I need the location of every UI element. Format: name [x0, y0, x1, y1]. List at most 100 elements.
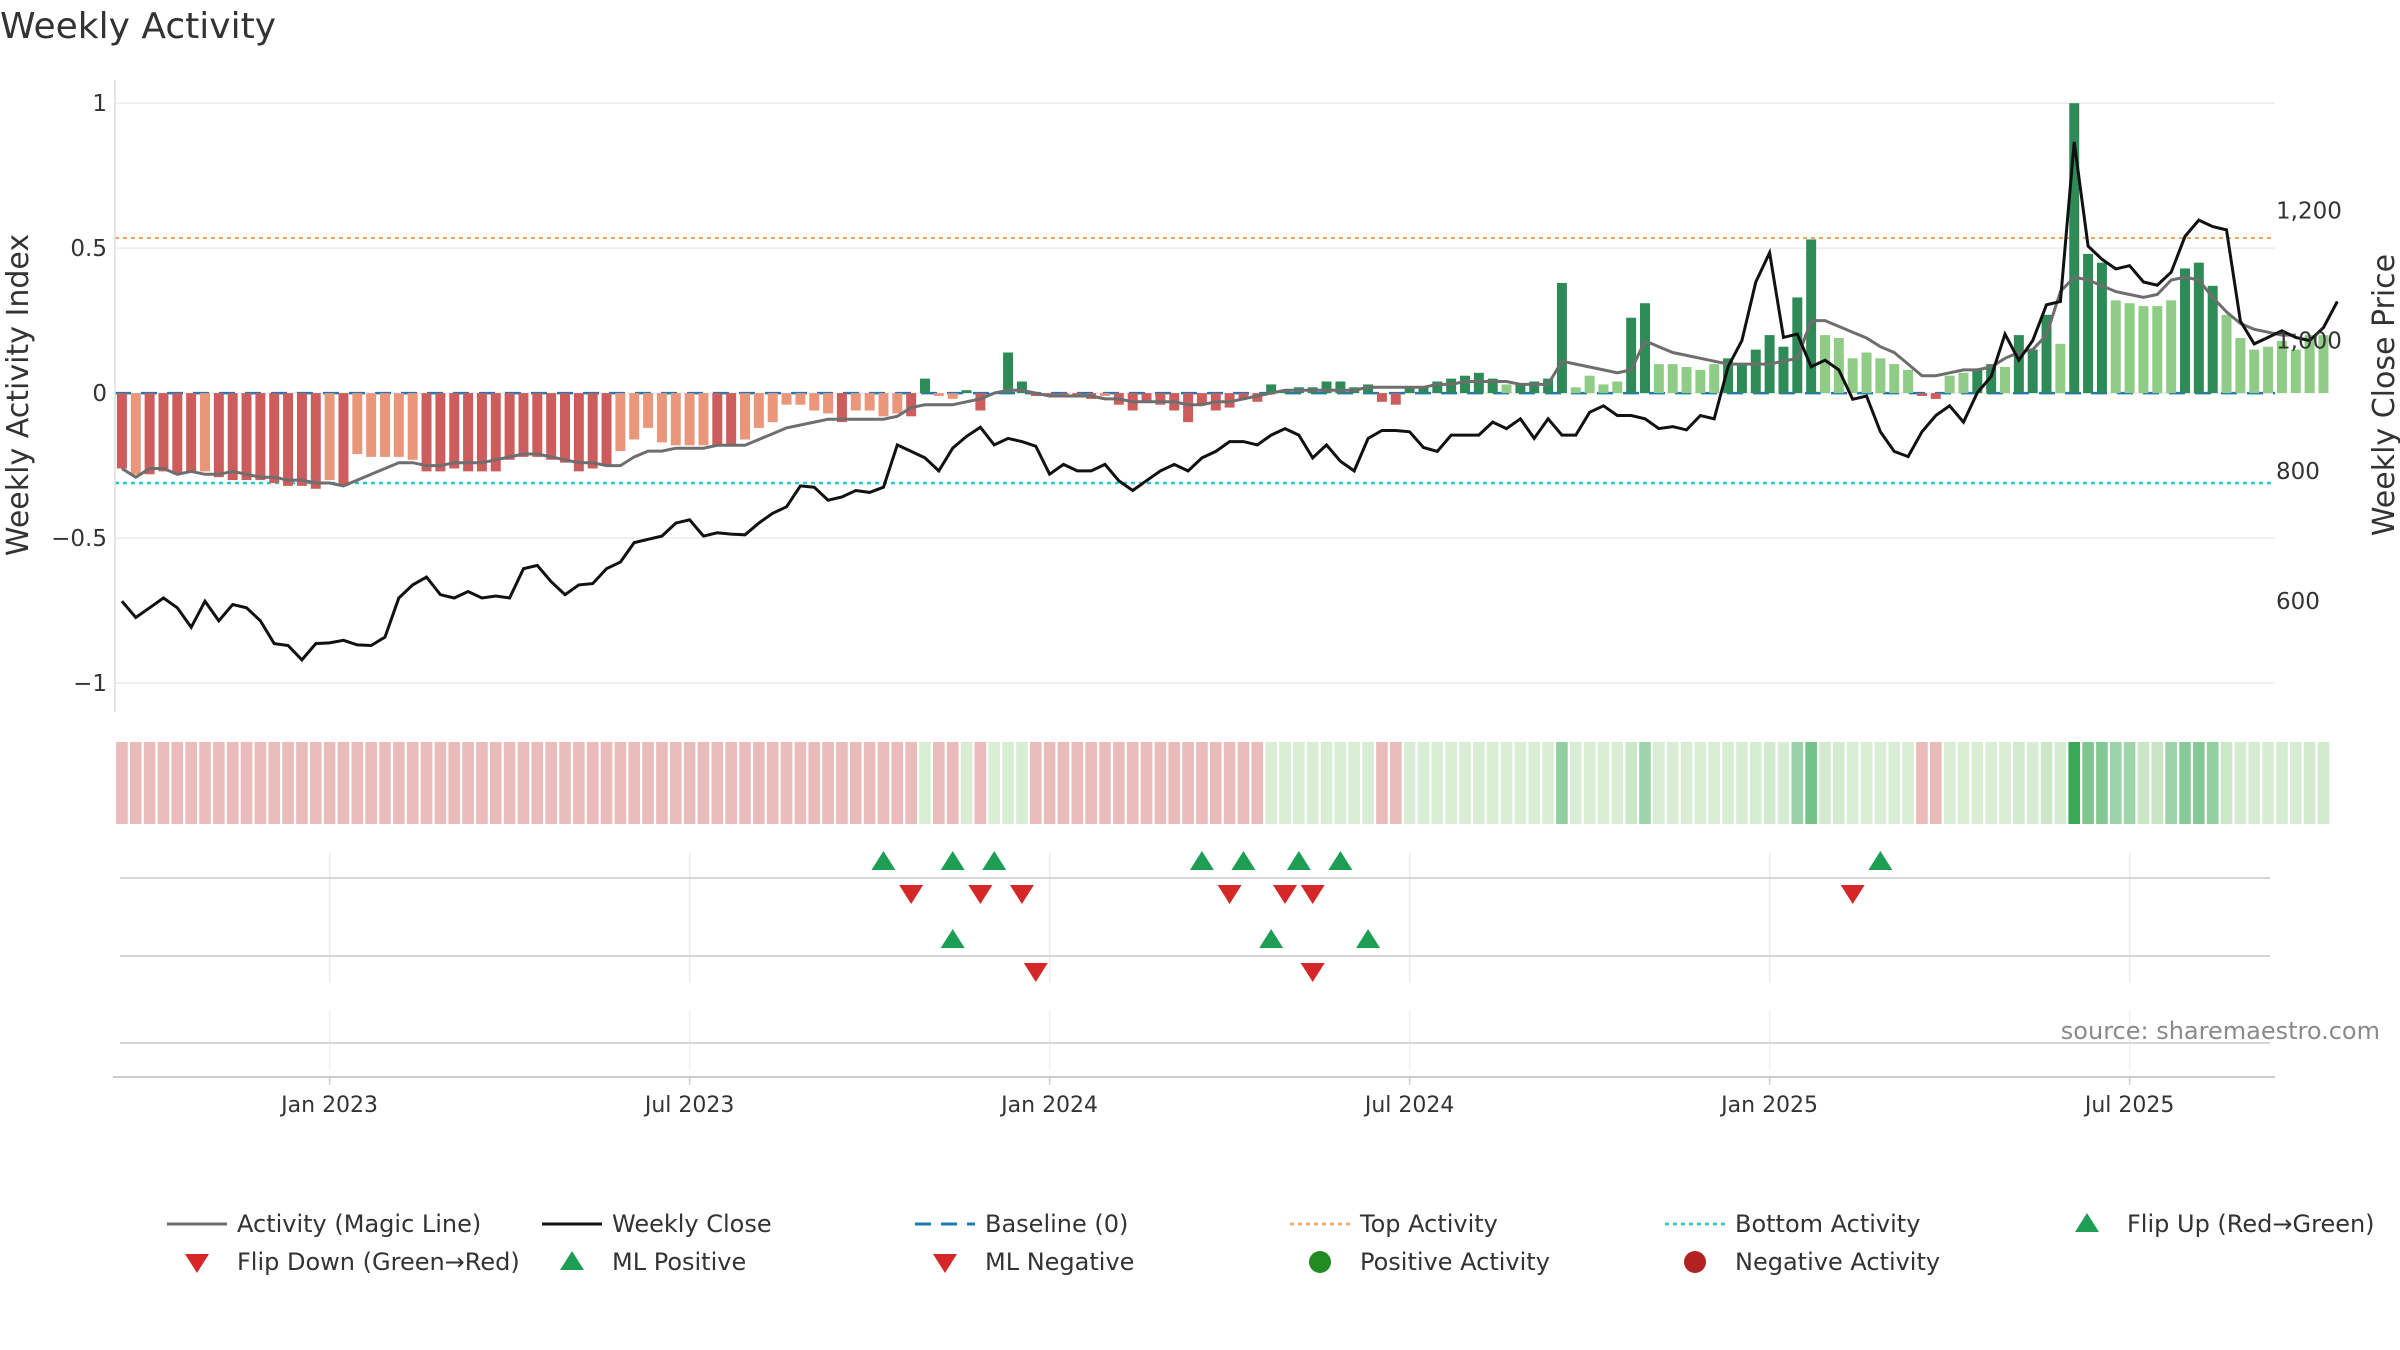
heat-cell — [1473, 742, 1485, 824]
activity-bar — [463, 393, 474, 472]
activity-bar — [1584, 375, 1595, 394]
activity-bar — [753, 393, 764, 428]
heat-cell — [1182, 742, 1194, 824]
heat-cell — [919, 742, 931, 824]
activity-bar — [2041, 314, 2052, 394]
activity-bar — [1515, 384, 1526, 394]
activity-bar — [601, 393, 612, 466]
heat-cell — [448, 742, 461, 824]
heat-cell — [2289, 742, 2302, 824]
activity-bar — [2055, 343, 2066, 394]
heat-cell — [129, 742, 142, 824]
activity-bar — [172, 393, 183, 475]
heat-cell — [2026, 742, 2039, 824]
flip-up-marker — [940, 851, 965, 870]
heat-cell — [683, 742, 696, 824]
activity-bar — [1640, 303, 1650, 394]
heat-cell — [642, 742, 654, 824]
activity-bar — [241, 393, 252, 481]
heat-cell — [2165, 742, 2177, 824]
y2-tick-label: 600 — [2276, 589, 2320, 615]
heat-cell — [960, 742, 973, 824]
heat-cell — [600, 742, 613, 824]
heat-cell — [2303, 742, 2316, 824]
heat-cell — [1763, 742, 1776, 824]
heat-cell — [1196, 742, 1208, 824]
activity-bar — [200, 393, 210, 472]
heat-cell — [1445, 742, 1457, 824]
heat-cell — [143, 742, 156, 824]
activity-bar — [546, 393, 557, 460]
activity-bar — [864, 393, 875, 411]
heat-cell — [697, 742, 710, 824]
heat-cell — [836, 742, 848, 824]
activity-bar — [643, 393, 654, 428]
heat-cell — [2276, 742, 2288, 824]
legend: Activity (Magic Line) Weekly Close Baselin… — [167, 1210, 2375, 1276]
heat-cell — [476, 742, 488, 824]
heat-cell — [1805, 742, 1817, 824]
y2-tick-labels: 1,200 1,000 800 600 — [2276, 198, 2342, 615]
heat-cell — [1043, 742, 1056, 824]
activity-bar — [338, 393, 349, 486]
heat-cell — [1417, 742, 1430, 824]
heat-cell — [614, 742, 627, 824]
activity-bar — [670, 393, 681, 446]
heat-cell — [849, 742, 862, 824]
activity-bar — [684, 393, 695, 446]
heat-cell — [1999, 742, 2011, 824]
heat-cell — [1694, 742, 1707, 824]
activity-bar — [269, 393, 280, 483]
activity-bar — [1709, 364, 1720, 394]
heat-cell — [393, 742, 405, 824]
y2-axis-label: Weekly Close Price — [2367, 254, 2400, 536]
activity-bar — [1404, 387, 1415, 394]
heat-cell — [794, 742, 807, 824]
activity-bar — [2180, 268, 2190, 394]
heat-cell — [1791, 742, 1804, 824]
activity-bar — [2138, 306, 2149, 394]
activity-bar — [504, 393, 515, 460]
activity-bar — [726, 393, 737, 446]
activity-bar — [1903, 369, 1914, 394]
heat-cell — [116, 742, 128, 824]
activity-bar — [380, 393, 390, 457]
legend-swatch-dot-icon — [1309, 1251, 1331, 1273]
heat-cell — [1888, 742, 1901, 824]
activity-bar — [1432, 381, 1443, 394]
heat-cell — [1556, 742, 1568, 824]
heat-cell — [2054, 742, 2067, 824]
activity-bar — [407, 393, 418, 460]
legend-item: Negative Activity — [1684, 1248, 1940, 1276]
legend-label: Negative Activity — [1735, 1248, 1940, 1276]
activity-bar — [1238, 393, 1249, 399]
activity-bar — [615, 393, 626, 452]
heat-cell — [226, 742, 239, 824]
flip-up-marker — [1189, 851, 1214, 870]
heat-cell — [725, 742, 737, 824]
heat-cell — [2179, 742, 2191, 824]
signals-panel — [120, 851, 2270, 1070]
heat-cell — [1265, 742, 1277, 824]
heat-cell — [2109, 742, 2122, 824]
heat-cell — [2234, 742, 2247, 824]
activity-bar — [2249, 349, 2260, 394]
heat-cell — [586, 742, 599, 824]
heat-cell — [1874, 742, 1887, 824]
heat-cell — [489, 742, 502, 824]
series-lines — [120, 141, 2339, 663]
legend-item: ML Positive — [560, 1248, 746, 1276]
heat-cell — [1223, 742, 1236, 824]
activity-bar — [352, 393, 363, 454]
activity-bar — [2013, 335, 2024, 394]
heat-cell — [1085, 742, 1097, 824]
x-tick-label: Jan 2025 — [1719, 1093, 1818, 1118]
weekly-close-line — [120, 141, 2339, 663]
heat-cell — [1929, 742, 1942, 824]
activity-bar — [2083, 253, 2094, 394]
heat-cell — [905, 742, 917, 824]
heat-cell — [462, 742, 474, 824]
activity-bar — [712, 393, 723, 446]
activity-bar — [781, 393, 792, 405]
heat-cell — [157, 742, 170, 824]
